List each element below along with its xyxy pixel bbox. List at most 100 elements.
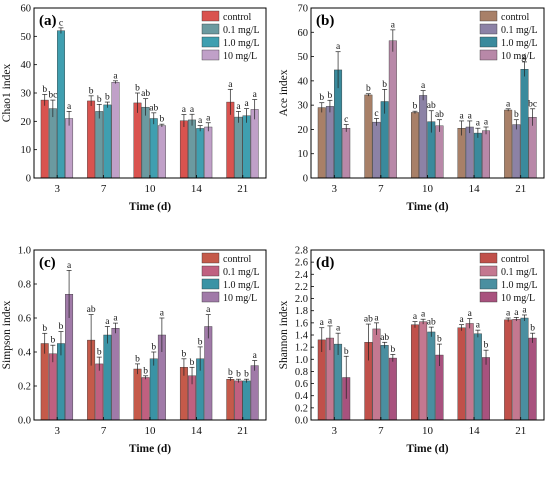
significance-label: a: [244, 99, 249, 109]
bar: [410, 112, 419, 179]
legend-swatch: [201, 49, 220, 61]
x-tick-label: 14: [469, 183, 481, 195]
legend-swatch: [201, 36, 220, 48]
y-axis-label: Chao1 index: [1, 64, 13, 123]
y-tick-label: 10: [21, 145, 32, 156]
significance-label: b: [390, 345, 395, 355]
significance-label: a: [391, 20, 396, 30]
significance-label: a: [105, 317, 110, 327]
significance-label: a: [484, 118, 489, 128]
significance-label: a: [468, 309, 473, 319]
panel-label: (c): [39, 255, 56, 271]
y-tick-label: 50: [298, 52, 309, 63]
legend-label: control: [223, 12, 252, 23]
significance-label: b: [97, 348, 102, 358]
y-tick-label: 70: [298, 4, 309, 15]
significance-label: ab: [141, 89, 150, 99]
y-tick-label: 0: [303, 174, 308, 185]
x-tick-label: 10: [145, 183, 157, 195]
x-tick-label: 10: [422, 183, 434, 195]
y-tick-label: 50: [21, 32, 32, 43]
significance-label: a: [320, 318, 325, 328]
legend-swatch: [201, 265, 220, 277]
y-tick-label: 1.0: [18, 246, 31, 257]
significance-label: a: [253, 351, 258, 361]
significance-label: a: [67, 102, 72, 112]
significance-label: a: [476, 119, 481, 129]
bar: [40, 99, 49, 179]
legend-label: control: [501, 254, 530, 265]
bar: [234, 116, 243, 179]
significance-label: ab: [427, 318, 436, 328]
bar: [465, 126, 474, 179]
significance-label: a: [228, 80, 233, 90]
significance-label: b: [328, 91, 333, 101]
bar: [103, 334, 112, 421]
significance-label: b: [135, 84, 140, 94]
legend-label: control: [501, 12, 530, 23]
x-tick-label: 3: [54, 183, 60, 195]
significance-label: a: [336, 324, 341, 334]
significance-label: a: [468, 111, 473, 121]
y-tick-label: 1.8: [295, 306, 308, 317]
bar: [149, 358, 158, 421]
y-axis-label: Shannon index: [278, 300, 290, 369]
x-tick-label: 21: [237, 183, 248, 195]
bar: [504, 319, 513, 421]
bar: [133, 102, 142, 179]
legend-label: control: [223, 254, 252, 265]
bar: [482, 130, 491, 179]
legend-swatch: [201, 291, 220, 303]
bar: [325, 106, 334, 179]
significance-label: a: [522, 52, 527, 62]
y-tick-label: 0.4: [18, 348, 32, 359]
bar: [179, 120, 188, 179]
y-tick-label: 0.4: [295, 391, 309, 402]
bar: [317, 107, 326, 179]
legend-swatch: [479, 49, 498, 61]
significance-label: a: [253, 90, 258, 100]
bar: [512, 319, 521, 421]
x-tick-label: 21: [515, 425, 526, 437]
significance-label: b: [382, 80, 387, 90]
significance-label: a: [476, 321, 481, 331]
bar: [520, 68, 529, 179]
bar: [226, 379, 235, 421]
bar: [87, 100, 96, 179]
y-tick-label: 40: [21, 60, 32, 71]
bar: [141, 106, 150, 179]
bar: [473, 132, 482, 179]
bar: [95, 111, 104, 179]
bar: [372, 328, 381, 421]
y-tick-label: 2.6: [295, 258, 308, 269]
bar: [242, 380, 251, 421]
bar: [427, 331, 436, 421]
significance-label: ab: [87, 305, 96, 315]
legend-swatch: [201, 23, 220, 35]
bar: [48, 353, 57, 421]
bar: [504, 109, 513, 179]
bar: [457, 128, 466, 179]
y-tick-label: 0.8: [18, 280, 31, 291]
x-tick-label: 7: [378, 183, 384, 195]
significance-label: a: [336, 42, 341, 52]
bar: [457, 327, 466, 421]
significance-label: b: [59, 322, 64, 332]
significance-label: ab: [435, 110, 444, 120]
bar: [473, 333, 482, 421]
significance-label: a: [459, 315, 464, 325]
bar: [65, 118, 74, 179]
bar: [419, 95, 428, 179]
y-tick-label: 20: [298, 125, 309, 136]
legend-label: 1.0 mg/L: [223, 38, 260, 49]
x-tick-label: 14: [191, 425, 203, 437]
bar: [157, 125, 166, 179]
x-tick-label: 14: [191, 183, 203, 195]
bar: [141, 377, 150, 421]
x-tick-label: 10: [422, 425, 434, 437]
panel-label: (d): [316, 255, 334, 271]
significance-label: a: [206, 305, 211, 315]
